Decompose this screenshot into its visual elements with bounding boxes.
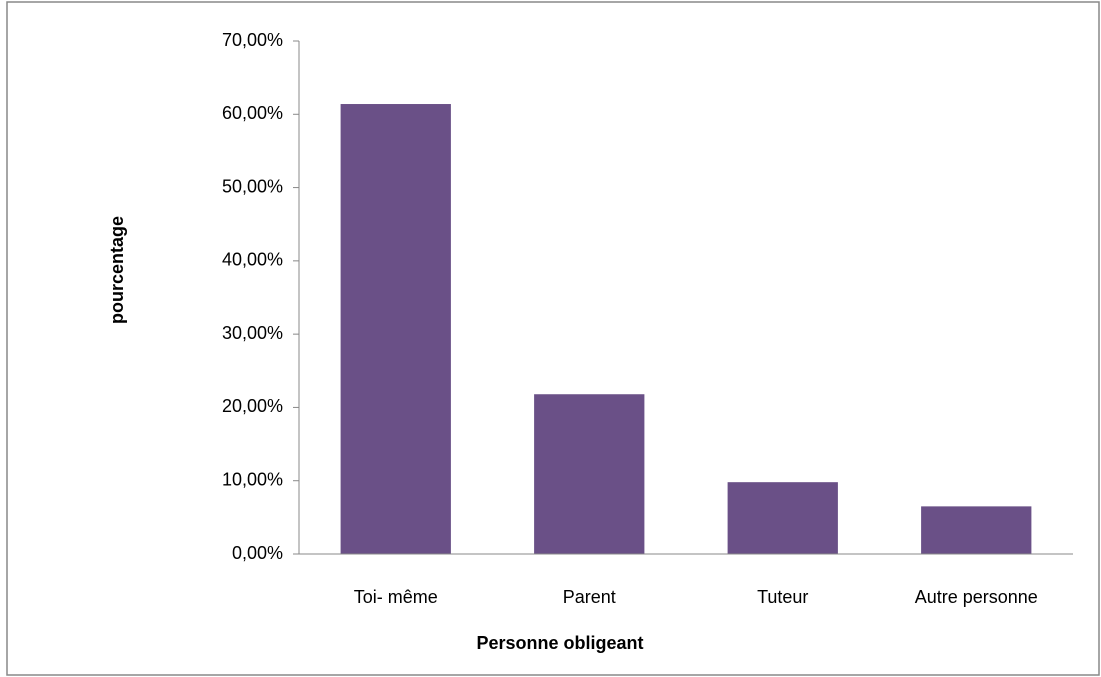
y-tick-label: 0,00% [232, 543, 283, 563]
x-tick-label: Tuteur [757, 587, 808, 607]
y-tick-label: 40,00% [222, 250, 283, 270]
y-tick-label: 30,00% [222, 323, 283, 343]
bar [727, 482, 838, 554]
y-axis-title: pourcentage [107, 216, 127, 324]
bar [921, 506, 1032, 554]
x-tick-label: Parent [563, 587, 616, 607]
x-axis-title: Personne obligeant [476, 633, 643, 653]
bar [340, 104, 451, 555]
y-tick-label: 20,00% [222, 396, 283, 416]
x-tick-label: Autre personne [915, 587, 1038, 607]
chart-border [6, 1, 1100, 676]
y-tick-label: 70,00% [222, 30, 283, 50]
y-tick-label: 10,00% [222, 469, 283, 489]
bar [534, 394, 645, 554]
y-tick-label: 60,00% [222, 103, 283, 123]
x-tick-label: Toi- même [354, 587, 438, 607]
y-tick-label: 50,00% [222, 176, 283, 196]
